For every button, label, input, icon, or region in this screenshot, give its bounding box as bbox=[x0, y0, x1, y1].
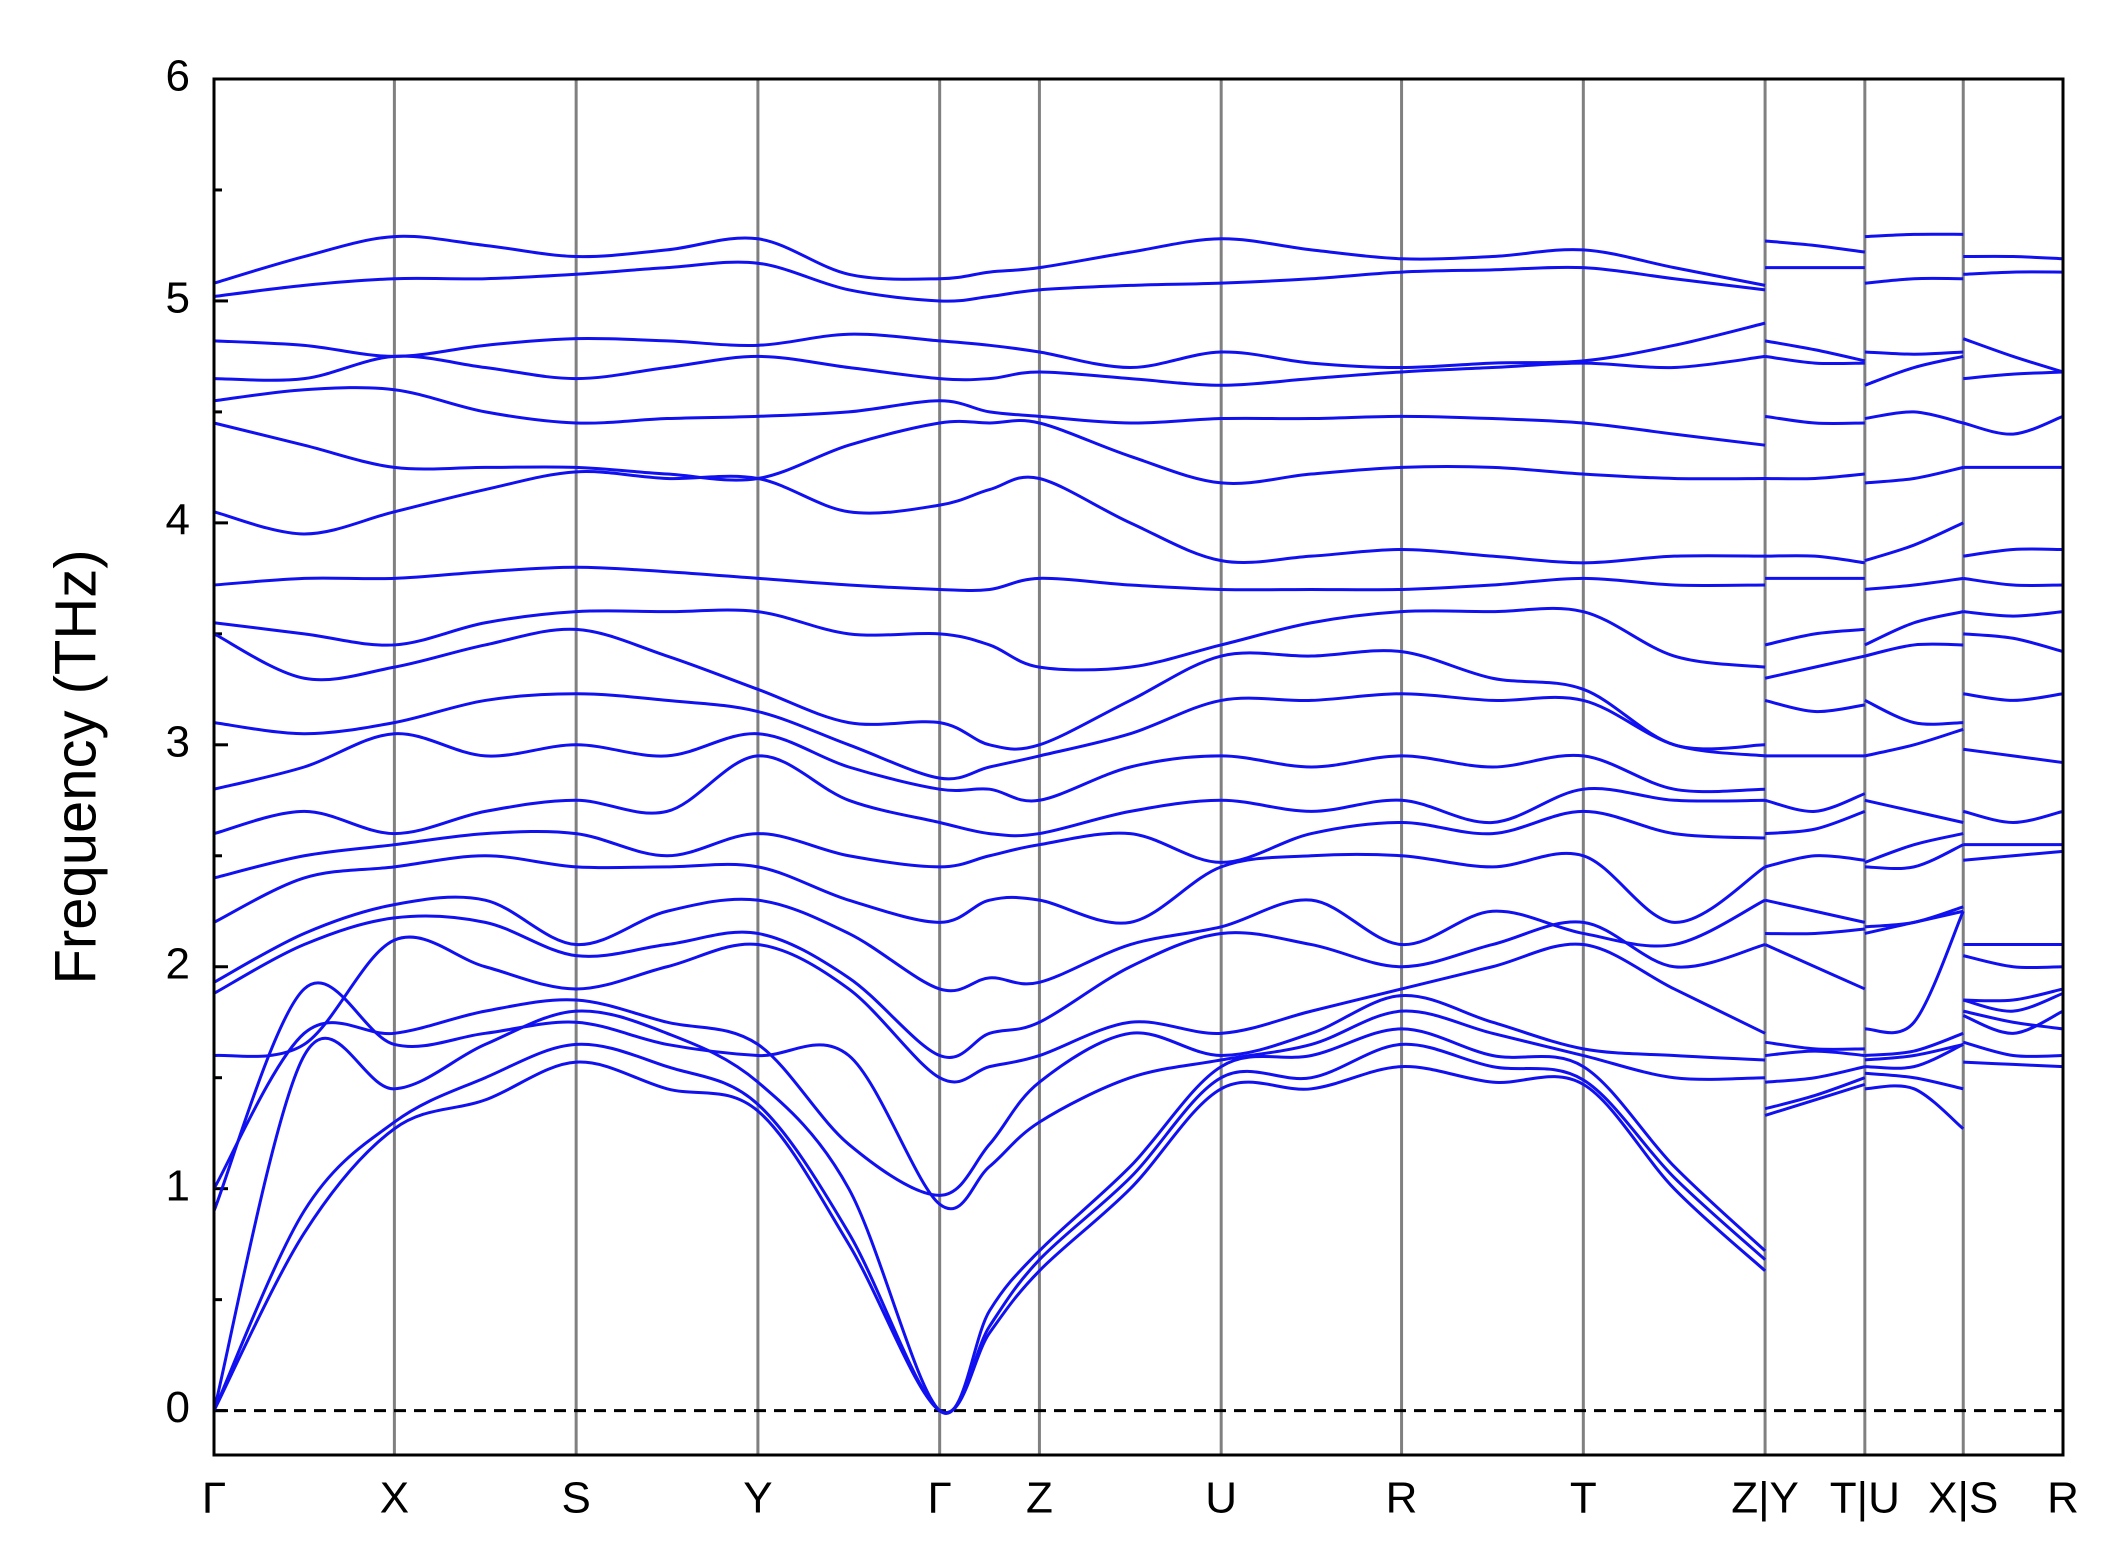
band-line bbox=[213, 386, 2064, 447]
band-line bbox=[213, 692, 2064, 781]
y-tick-label: 1 bbox=[166, 1161, 190, 1210]
y-tick-label: 2 bbox=[166, 939, 190, 988]
band-line bbox=[213, 606, 2064, 672]
x-tick-label: T bbox=[1570, 1474, 1597, 1523]
plot-frame bbox=[212, 77, 2065, 1457]
y-tick-label: 4 bbox=[166, 495, 190, 544]
band-line bbox=[212, 981, 2064, 1212]
band-line bbox=[213, 910, 2064, 1084]
band-line bbox=[213, 419, 2063, 485]
band-line bbox=[212, 1040, 2064, 1415]
x-tick-label: Z|Y bbox=[1731, 1474, 1799, 1523]
y-tick-label: 3 bbox=[166, 717, 190, 766]
band-line bbox=[213, 909, 2064, 1059]
band-line bbox=[213, 470, 2064, 565]
band-line bbox=[213, 260, 2064, 303]
x-tick-label: X bbox=[380, 1474, 409, 1523]
x-tick-label: Z bbox=[1026, 1474, 1053, 1523]
band-line bbox=[213, 754, 2064, 838]
x-tick-label: S bbox=[561, 1474, 590, 1523]
x-tick-label: R bbox=[1386, 1474, 1418, 1523]
x-tick-label: Γ bbox=[928, 1474, 952, 1523]
band-line bbox=[213, 321, 2064, 374]
y-tick-label: 6 bbox=[166, 52, 190, 101]
band-line bbox=[213, 727, 2064, 803]
x-tick-label: Y bbox=[743, 1474, 772, 1523]
band-line bbox=[212, 1060, 2064, 1415]
band-line bbox=[213, 232, 2064, 287]
x-tick-label: Γ bbox=[202, 1474, 226, 1523]
band-line bbox=[213, 354, 2064, 387]
band-line bbox=[213, 627, 2064, 751]
band-line bbox=[212, 1009, 2064, 1415]
band-line bbox=[213, 895, 2063, 993]
band-line bbox=[213, 809, 2063, 880]
y-tick-label: 0 bbox=[166, 1383, 190, 1432]
y-axis-label: Frequency (THz) bbox=[43, 549, 108, 984]
band-line bbox=[213, 565, 2064, 592]
x-tick-label: X|S bbox=[1928, 1474, 1998, 1523]
x-tick-label: T|U bbox=[1830, 1474, 1900, 1523]
y-tick-label: 5 bbox=[166, 274, 190, 323]
x-tick-label: U bbox=[1205, 1474, 1237, 1523]
band-line bbox=[213, 843, 2064, 925]
band-line bbox=[212, 991, 2064, 1197]
x-tick-label: R bbox=[2047, 1474, 2079, 1523]
